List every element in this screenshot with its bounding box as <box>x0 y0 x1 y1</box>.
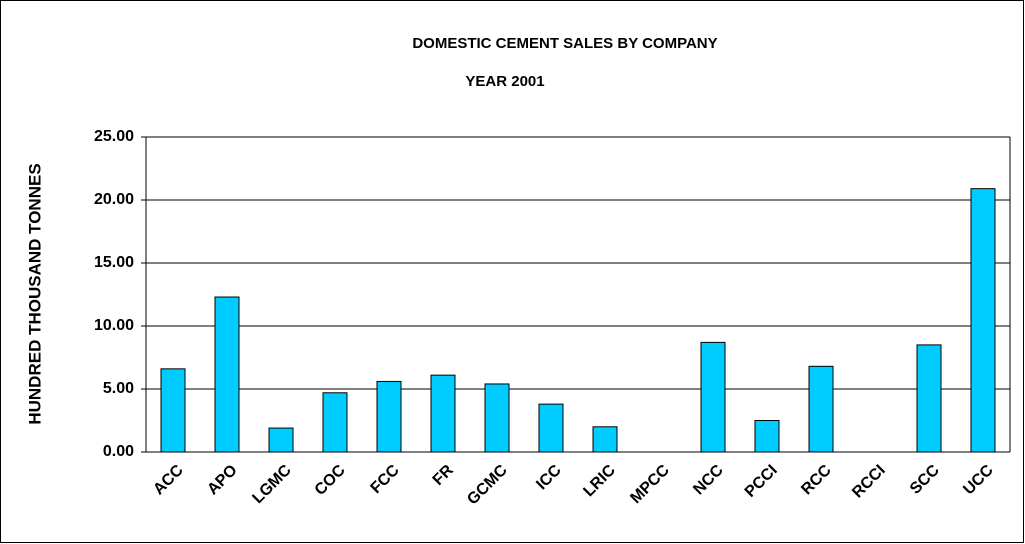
y-tick-label: 0.00 <box>103 443 134 460</box>
bar <box>268 427 294 453</box>
bar <box>538 403 564 453</box>
y-tick-label: 5.00 <box>103 380 134 397</box>
bar <box>376 380 402 453</box>
y-tick-label: 10.00 <box>94 317 134 334</box>
bar <box>808 365 834 453</box>
bar <box>214 296 240 453</box>
bar <box>322 392 348 453</box>
y-tick-label: 15.00 <box>94 254 134 271</box>
bar <box>970 188 996 453</box>
bar <box>916 344 942 453</box>
y-tick-label: 25.00 <box>94 128 134 145</box>
bar <box>754 420 780 453</box>
bar <box>592 426 618 453</box>
chart-title: DOMESTIC CEMENT SALES BY COMPANY <box>412 35 717 52</box>
y-axis-label: HUNDRED THOUSAND TONNES <box>25 163 44 424</box>
y-tick-label: 20.00 <box>94 191 134 208</box>
chart-subtitle: YEAR 2001 <box>465 73 544 90</box>
bar <box>430 374 456 453</box>
bar <box>160 368 186 453</box>
bar <box>700 341 726 453</box>
bar <box>484 383 510 453</box>
